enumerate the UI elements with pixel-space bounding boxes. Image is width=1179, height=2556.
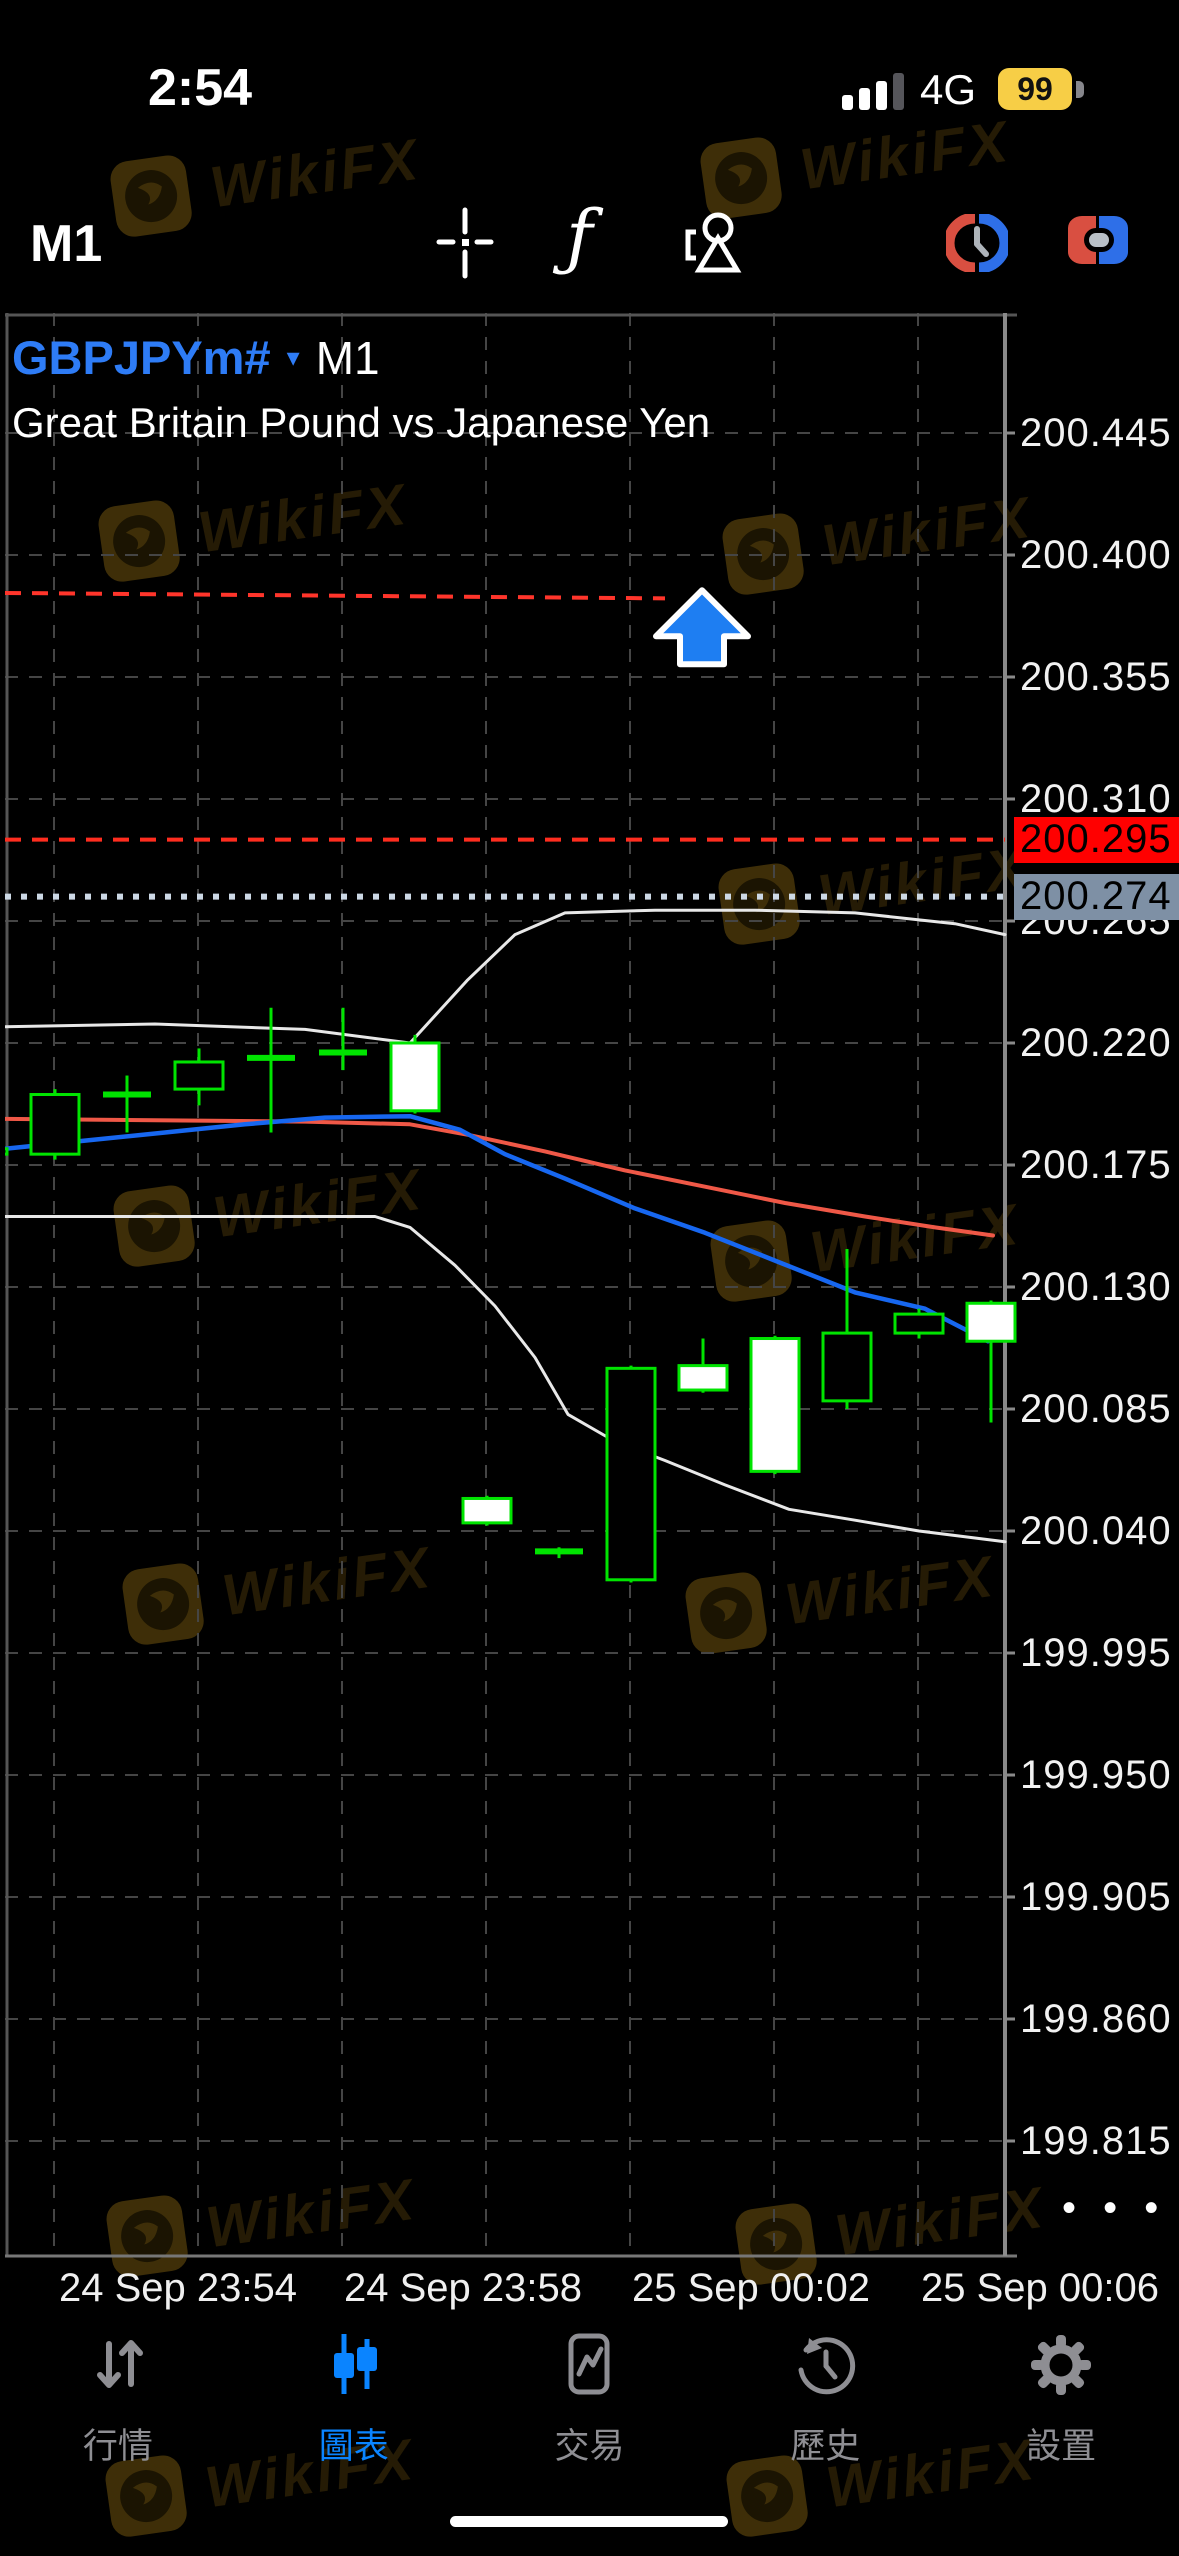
- symbol-name[interactable]: GBPJPYm#: [12, 331, 271, 384]
- chevron-down-icon[interactable]: ▾: [286, 342, 300, 372]
- price-line-tag: 200.274: [1014, 873, 1179, 920]
- battery-cap: [1076, 81, 1084, 98]
- wikifx-logo-icon: [700, 137, 782, 219]
- price-tick-label: 199.905: [1020, 1875, 1172, 1919]
- clock-red-blue-icon[interactable]: [946, 214, 1008, 272]
- history-clock-icon: [798, 2337, 856, 2395]
- status-bar: 2:54 4G 99: [0, 40, 1179, 117]
- tab-label: 歷史: [790, 2427, 861, 2466]
- price-tick-label: 200.130: [1020, 1265, 1172, 1309]
- widget-red-blue-icon[interactable]: [1068, 216, 1128, 264]
- price-tick-label: 200.175: [1020, 1143, 1172, 1187]
- tab-label: 圖表: [318, 2427, 389, 2466]
- price-axis-more-button[interactable]: • • •: [1062, 2186, 1167, 2230]
- tab-charts[interactable]: 圖表: [236, 2322, 472, 2502]
- price-tick-label: 200.400: [1020, 533, 1172, 577]
- crosshair-icon[interactable]: [432, 206, 498, 282]
- chart-toolbar: M1 ƒ: [0, 192, 1179, 302]
- price-tick-label: 200.040: [1020, 1509, 1172, 1553]
- tab-label: 設置: [1026, 2427, 1097, 2466]
- signal-bar: [842, 95, 853, 110]
- status-time: 2:54: [148, 59, 253, 117]
- tab-label: 行情: [82, 2427, 153, 2466]
- chart-candles-icon: [333, 2334, 377, 2394]
- quotes-arrows-icon: [96, 2340, 143, 2388]
- wikifx-logo-icon: [105, 2455, 187, 2537]
- price-tick-label: 200.085: [1020, 1387, 1172, 1431]
- battery-percent: 99: [1017, 70, 1053, 107]
- price-line-tag: 200.295: [1014, 816, 1179, 863]
- tab-label: 交易: [554, 2427, 625, 2466]
- tab-bar: 行情 圖表 交易 歷史: [0, 2322, 1179, 2502]
- wikifx-logo-icon: [122, 1563, 204, 1645]
- wikifx-logo-icon: [685, 1572, 767, 1654]
- time-tick-label: 24 Sep 23:54: [59, 2266, 297, 2310]
- chart-symbol-header[interactable]: GBPJPYm# ▾ M1 Great Britain Pound vs Jap…: [12, 330, 710, 447]
- wikifx-watermark: WikiFX: [696, 101, 1015, 223]
- tab-quotes[interactable]: 行情: [0, 2322, 236, 2502]
- price-tick-label: 200.220: [1020, 1021, 1172, 1065]
- candlestick-chart[interactable]: [5, 313, 1017, 2258]
- symbol-timeframe: M1: [315, 331, 380, 384]
- wikifx-watermark: WikiFX: [722, 2419, 1041, 2541]
- price-tick-label: 200.445: [1020, 411, 1172, 455]
- network-type-label: 4G: [920, 66, 977, 113]
- price-tick-label: 199.995: [1020, 1631, 1172, 1675]
- wikifx-watermark: WikiFX: [718, 477, 1037, 599]
- objects-icon[interactable]: [680, 208, 752, 276]
- wikifx-watermark: WikiFX: [101, 2419, 420, 2541]
- wikifx-watermark: WikiFX: [106, 119, 425, 241]
- price-tick-label: 199.860: [1020, 1997, 1172, 2041]
- wikifx-logo-icon: [726, 2455, 808, 2537]
- wikifx-logo-icon: [110, 155, 192, 237]
- wikifx-logo-icon: [718, 863, 800, 945]
- tab-history[interactable]: 歷史: [707, 2322, 943, 2502]
- function-indicators-icon[interactable]: ƒ: [566, 194, 593, 278]
- wikifx-watermark: WikiFX: [109, 1149, 428, 1271]
- time-tick-label: 25 Sep 00:06: [921, 2266, 1159, 2310]
- signal-bar: [859, 88, 870, 110]
- time-tick-label: 25 Sep 00:02: [632, 2266, 870, 2310]
- symbol-description: Great Britain Pound vs Japanese Yen: [12, 399, 711, 446]
- battery-icon: 99: [998, 68, 1072, 110]
- price-tick-label: 199.950: [1020, 1753, 1172, 1797]
- tab-settings[interactable]: 設置: [943, 2322, 1179, 2502]
- wikifx-watermark: WikiFX: [714, 827, 1033, 949]
- wikifx-watermark: WikiFX: [681, 1536, 1000, 1658]
- tab-trade[interactable]: 交易: [472, 2322, 708, 2502]
- cellular-signal-icon: [842, 70, 904, 110]
- wikifx-logo-icon: [722, 513, 804, 595]
- timeframe-button[interactable]: M1: [30, 215, 103, 273]
- trade-icon: [568, 2333, 610, 2395]
- home-indicator[interactable]: [450, 2516, 728, 2527]
- wikifx-logo-icon: [113, 1185, 195, 1267]
- wikifx-watermark: WikiFX: [118, 1527, 437, 1649]
- settings-gear-icon: [1031, 2335, 1092, 2395]
- price-tick-label: 199.815: [1020, 2119, 1172, 2163]
- price-tick-label: 200.310: [1020, 777, 1172, 821]
- price-tick-label: 200.355: [1020, 655, 1172, 699]
- time-tick-label: 24 Sep 23:58: [344, 2266, 582, 2310]
- signal-bar: [876, 81, 887, 110]
- signal-bar: [893, 73, 904, 110]
